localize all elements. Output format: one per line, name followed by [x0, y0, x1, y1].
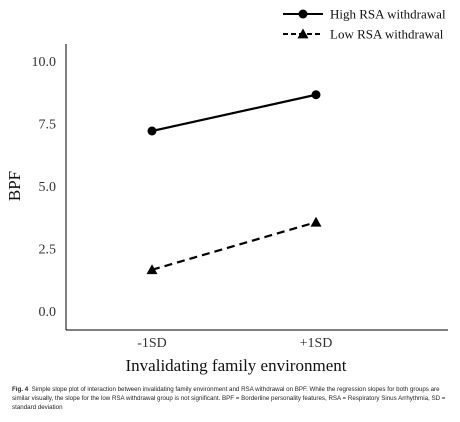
series-high-rsa [147, 90, 321, 136]
caption-text: Simple slope plot of interaction between… [12, 386, 446, 411]
x-tick-label: +1SD [300, 336, 333, 351]
chart-axes [65, 44, 448, 331]
data-point [147, 126, 157, 136]
caption-label: Fig. 4 [12, 386, 29, 393]
legend-marker [298, 9, 308, 19]
slope-chart: 0.0 2.5 5.0 7.5 10.0 -1SD +1SD High RSA withdr… [5, 7, 448, 375]
series-low-rsa [146, 216, 322, 275]
y-tick-label: 7.5 [39, 118, 57, 133]
series-line [151, 93, 317, 133]
legend-item: Low RSA withdrawal [283, 27, 444, 42]
legend-label: Low RSA withdrawal [330, 27, 444, 42]
legend-label: High RSA withdrawal [330, 7, 446, 22]
figure-caption: Fig. 4 Simple slope plot of interaction … [12, 385, 452, 412]
chart-legend: High RSA withdrawal Low RSA withdrawal [283, 7, 446, 42]
series-line [151, 221, 317, 271]
legend-item: High RSA withdrawal [283, 7, 446, 22]
data-point [146, 264, 158, 275]
chart-series [146, 90, 322, 275]
chart-ticks: 0.0 2.5 5.0 7.5 10.0 -1SD +1SD [32, 55, 333, 351]
data-point [310, 216, 322, 227]
y-tick-label: 2.5 [39, 243, 57, 258]
y-tick-label: 0.0 [39, 305, 57, 320]
legend-marker [297, 28, 309, 39]
y-axis-title: BPF [5, 171, 24, 201]
x-axis-title: Invalidating family environment [126, 356, 347, 375]
y-tick-label: 5.0 [39, 180, 57, 195]
x-tick-label: -1SD [137, 336, 167, 351]
y-tick-label: 10.0 [32, 55, 57, 70]
data-point [311, 90, 321, 100]
